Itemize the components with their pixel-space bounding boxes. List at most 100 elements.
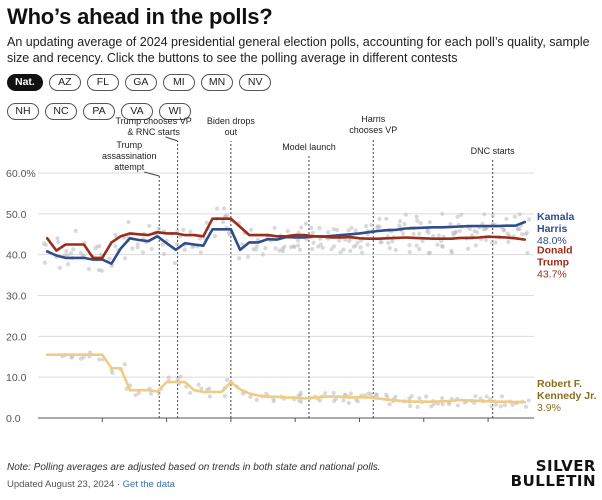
logo-line-2: BULLETIN bbox=[510, 472, 596, 490]
poll-dot bbox=[425, 228, 430, 234]
poll-dot bbox=[346, 400, 351, 406]
poll-dot bbox=[355, 240, 360, 245]
contest-button-mi[interactable]: MI bbox=[162, 74, 195, 91]
poll-dot bbox=[323, 391, 328, 396]
poll-dot bbox=[73, 228, 78, 233]
polling-average-chart: 0.0 10.0 20.0 30.0 40.0 50.0 60.0% 07 14 21 28 04 11… bbox=[6, 116, 597, 426]
poll-dot bbox=[81, 355, 86, 360]
poll-dot bbox=[493, 402, 498, 407]
poll-dot bbox=[135, 242, 140, 247]
poll-dot bbox=[439, 396, 445, 401]
contest-button-wi[interactable]: WI bbox=[159, 103, 191, 120]
poll-dot bbox=[523, 404, 529, 409]
poll-dot bbox=[86, 266, 92, 272]
poll-dot bbox=[240, 242, 245, 247]
poll-dot bbox=[80, 253, 86, 258]
poll-dot bbox=[41, 241, 47, 246]
poll-dot bbox=[439, 243, 445, 249]
y-tick-label: 30.0 bbox=[6, 291, 27, 303]
poll-dot bbox=[126, 219, 131, 225]
poll-dot bbox=[331, 244, 337, 249]
poll-dot bbox=[199, 386, 204, 391]
poll-dot bbox=[113, 243, 118, 249]
poll-dot bbox=[338, 250, 343, 255]
contest-button-fl[interactable]: FL bbox=[86, 74, 119, 91]
poll-dot bbox=[448, 221, 453, 227]
poll-dot bbox=[440, 402, 445, 407]
poll-dot bbox=[212, 234, 218, 239]
poll-dot bbox=[317, 398, 322, 403]
x-tick-label: 21 bbox=[225, 424, 237, 426]
contest-button-nv[interactable]: NV bbox=[239, 74, 272, 91]
poll-dot bbox=[181, 227, 186, 232]
poll-dot bbox=[197, 236, 203, 241]
poll-dot bbox=[227, 230, 232, 235]
logo-line-1: SILVER bbox=[535, 457, 596, 475]
x-tick-label: 14 bbox=[161, 424, 173, 426]
harris-value-label: 48.0% bbox=[537, 235, 567, 247]
y-tick-label: 10.0 bbox=[6, 372, 27, 384]
y-tick-label: 40.0 bbox=[6, 250, 27, 262]
poll-dot bbox=[320, 245, 325, 250]
event-annotation-label: Harris chooses VP bbox=[349, 116, 397, 135]
get-data-link[interactable]: Get the data bbox=[122, 479, 175, 490]
poll-dot bbox=[414, 243, 419, 248]
poll-dot bbox=[366, 391, 371, 396]
poll-dot bbox=[431, 234, 436, 239]
poll-dot bbox=[483, 237, 488, 243]
poll-dot bbox=[417, 396, 422, 401]
poll-dot bbox=[457, 228, 462, 234]
poll-dot bbox=[335, 227, 340, 233]
poll-dot bbox=[420, 238, 425, 243]
contest-button-mn[interactable]: MN bbox=[200, 74, 234, 91]
poll-dot bbox=[135, 245, 140, 250]
poll-dot bbox=[136, 391, 141, 396]
poll-dot bbox=[282, 244, 287, 249]
poll-dot bbox=[377, 216, 382, 222]
poll-dot bbox=[397, 219, 403, 224]
poll-dot bbox=[390, 239, 395, 244]
poll-dot bbox=[66, 262, 71, 267]
poll-dot bbox=[455, 214, 460, 219]
poll-dot bbox=[400, 231, 406, 237]
poll-dot bbox=[440, 211, 445, 216]
contest-button-va[interactable]: VA bbox=[121, 103, 153, 120]
poll-dot bbox=[130, 246, 135, 251]
poll-dot bbox=[97, 357, 102, 362]
poll-dot bbox=[414, 214, 419, 219]
poll-dot bbox=[520, 232, 525, 237]
poll-dot bbox=[417, 247, 422, 252]
poll-dot bbox=[369, 222, 374, 228]
poll-dot bbox=[459, 212, 464, 218]
poll-dot bbox=[348, 391, 354, 396]
poll-dot bbox=[107, 256, 112, 261]
x-tick-label: 04 bbox=[354, 424, 366, 426]
contest-button-nh[interactable]: NH bbox=[7, 103, 39, 120]
poll-dot bbox=[526, 398, 531, 403]
poll-dot bbox=[415, 404, 420, 410]
contest-button-nat[interactable]: Nat. bbox=[7, 74, 43, 91]
contest-button-az[interactable]: AZ bbox=[48, 74, 81, 91]
poll-dot bbox=[272, 225, 277, 231]
poll-dot bbox=[525, 250, 530, 256]
poll-dot bbox=[387, 402, 392, 407]
contest-button-ga[interactable]: GA bbox=[124, 74, 157, 91]
poll-dot bbox=[515, 226, 520, 231]
contest-button-nc[interactable]: NC bbox=[45, 103, 77, 120]
poll-dot bbox=[160, 242, 165, 247]
poll-dot bbox=[473, 393, 478, 399]
poll-dot bbox=[386, 240, 391, 245]
trump-value-label: 43.7% bbox=[537, 269, 567, 281]
poll-dot bbox=[277, 248, 282, 253]
poll-dot bbox=[198, 250, 204, 255]
poll-dot bbox=[510, 402, 515, 408]
poll-dot bbox=[365, 242, 370, 247]
poll-dot bbox=[378, 240, 383, 245]
poll-dot bbox=[299, 225, 304, 230]
poll-dot bbox=[418, 220, 423, 226]
poll-dot bbox=[93, 246, 98, 251]
poll-dot bbox=[310, 230, 316, 236]
footnote: Note: Polling averages are adjusted base… bbox=[7, 462, 381, 473]
poll-dot bbox=[436, 233, 441, 238]
contest-button-pa[interactable]: PA bbox=[83, 103, 115, 120]
